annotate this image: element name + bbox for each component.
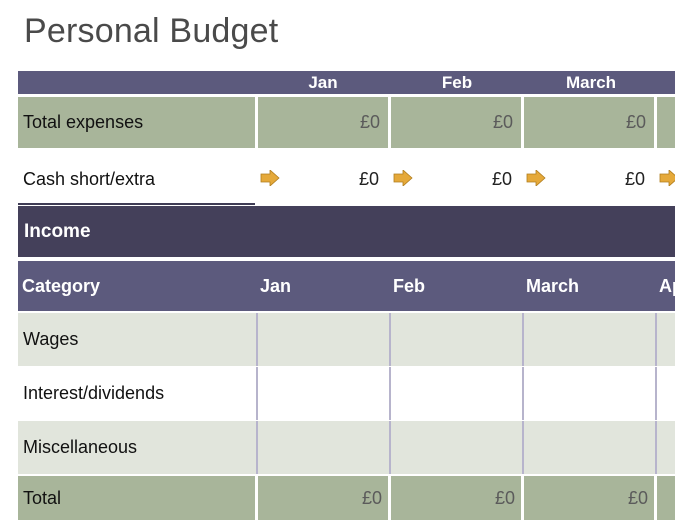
total-expenses-label[interactable]: Total expenses — [18, 97, 255, 148]
income-total-jan[interactable]: £0 — [258, 476, 388, 520]
wages-april[interactable] — [655, 313, 675, 366]
wages-march[interactable] — [522, 313, 655, 366]
month-header-march[interactable]: March — [565, 73, 617, 92]
interest-march[interactable] — [522, 367, 655, 420]
row-label-wages[interactable]: Wages — [18, 313, 256, 366]
interest-feb[interactable] — [389, 367, 522, 420]
misc-feb[interactable] — [389, 421, 522, 474]
income-section-header: Income — [18, 206, 675, 257]
interest-april[interactable] — [655, 367, 675, 420]
column-header-feb[interactable]: Feb — [393, 276, 426, 296]
income-total-label[interactable]: Total — [18, 476, 255, 520]
income-section-title: Income — [24, 221, 91, 242]
cash-march[interactable]: £0 — [522, 153, 655, 205]
cash-jan[interactable]: £0 — [256, 153, 389, 205]
cash-feb[interactable]: £0 — [389, 153, 522, 205]
table-row: Miscellaneous — [18, 421, 675, 474]
arrow-right-icon — [260, 170, 280, 186]
income-total-next[interactable] — [657, 476, 675, 520]
row-label-interest-dividends[interactable]: Interest/dividends — [18, 367, 256, 420]
column-header-category[interactable]: Category — [22, 276, 101, 296]
total-expenses-row: Total expenses £0 £0 £0 — [18, 97, 675, 148]
total-expenses-next[interactable] — [657, 97, 675, 148]
table-row: Wages — [18, 313, 675, 366]
cash-jan-value: £0 — [358, 169, 379, 189]
row-label-miscellaneous[interactable]: Miscellaneous — [18, 421, 256, 474]
wages-jan[interactable] — [256, 313, 389, 366]
cash-march-value: £0 — [624, 169, 645, 189]
arrow-right-icon — [659, 170, 675, 186]
income-total-row: Total £0 £0 £0 — [18, 476, 675, 520]
arrow-right-icon — [526, 170, 546, 186]
total-expenses-march[interactable]: £0 — [524, 97, 654, 148]
table-row: Interest/dividends — [18, 367, 675, 420]
wages-feb[interactable] — [389, 313, 522, 366]
misc-april[interactable] — [655, 421, 675, 474]
column-header-april[interactable]: Ap — [659, 276, 675, 296]
income-total-march[interactable]: £0 — [524, 476, 654, 520]
misc-jan[interactable] — [256, 421, 389, 474]
interest-jan[interactable] — [256, 367, 389, 420]
total-expenses-jan[interactable]: £0 — [258, 97, 388, 148]
total-expenses-feb[interactable]: £0 — [391, 97, 521, 148]
column-header-jan[interactable]: Jan — [260, 276, 292, 296]
month-header-feb[interactable]: Feb — [441, 73, 473, 92]
page-title: Personal Budget — [24, 12, 279, 50]
cash-next[interactable] — [655, 153, 675, 205]
months-header: Jan Feb March — [18, 71, 675, 94]
cash-short-extra-row: Cash short/extra £0 £0 £0 — [18, 153, 675, 205]
column-header-march[interactable]: March — [526, 276, 580, 296]
income-total-feb[interactable]: £0 — [391, 476, 521, 520]
month-header-jan[interactable]: Jan — [308, 73, 338, 92]
misc-march[interactable] — [522, 421, 655, 474]
cash-feb-value: £0 — [491, 169, 512, 189]
cash-short-extra-label[interactable]: Cash short/extra — [18, 153, 255, 205]
arrow-right-icon — [393, 170, 413, 186]
income-table-header: Category Jan Feb March Ap — [18, 261, 675, 311]
